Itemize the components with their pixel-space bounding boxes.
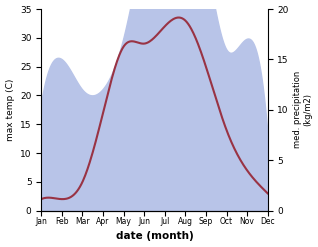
X-axis label: date (month): date (month) [116, 231, 193, 242]
Y-axis label: med. precipitation
(kg/m2): med. precipitation (kg/m2) [293, 71, 313, 148]
Y-axis label: max temp (C): max temp (C) [5, 79, 15, 141]
